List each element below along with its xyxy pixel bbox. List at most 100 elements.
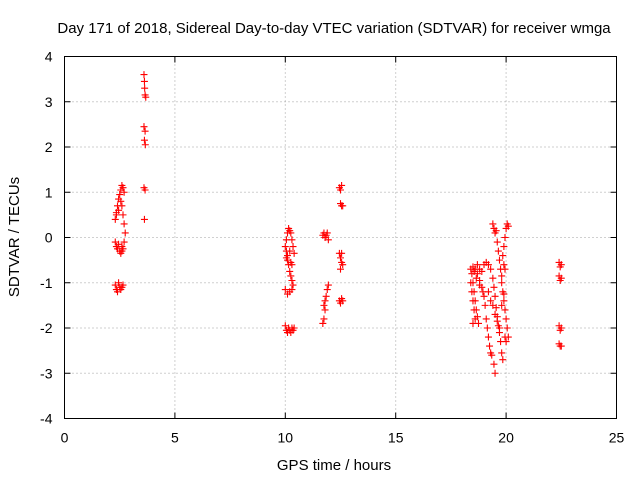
- data-point: [490, 283, 498, 291]
- data-point: [488, 351, 496, 359]
- data-point: [501, 234, 509, 241]
- data-point: [471, 315, 479, 323]
- data-point: [281, 286, 289, 294]
- data-point: [469, 263, 477, 271]
- data-point: [478, 267, 486, 275]
- data-point: [281, 243, 289, 251]
- data-point: [323, 229, 331, 237]
- y-tick-label: -2: [40, 320, 53, 336]
- data-point: [498, 272, 506, 280]
- data-point: [286, 267, 294, 275]
- data-point: [557, 261, 565, 269]
- data-point: [140, 215, 148, 223]
- data-point: [489, 220, 497, 228]
- data-point: [480, 292, 488, 300]
- data-point: [469, 319, 477, 327]
- data-point: [498, 279, 506, 287]
- data-point: [140, 123, 148, 131]
- x-tick-label: 20: [498, 430, 514, 446]
- data-point: [337, 254, 344, 262]
- data-point: [502, 315, 510, 323]
- data-point: [287, 272, 295, 280]
- data-point: [141, 84, 149, 92]
- data-point: [284, 252, 292, 260]
- data-point: [473, 261, 481, 269]
- data-point: [337, 265, 344, 273]
- data-point: [501, 265, 509, 273]
- data-point: [117, 249, 125, 257]
- data-points: [111, 71, 565, 377]
- data-point: [115, 279, 123, 287]
- data-point: [289, 281, 297, 289]
- data-point: [338, 249, 346, 257]
- data-point: [483, 324, 491, 332]
- data-point: [140, 77, 148, 85]
- data-point: [472, 274, 480, 282]
- data-point: [493, 317, 501, 325]
- data-point: [469, 297, 477, 305]
- data-point: [479, 288, 487, 296]
- data-point: [119, 281, 127, 289]
- data-point: [324, 236, 332, 244]
- data-point: [500, 290, 508, 298]
- data-point: [486, 342, 494, 350]
- data-point: [557, 324, 565, 332]
- data-point: [501, 306, 509, 314]
- data-point: [499, 252, 507, 260]
- data-point: [140, 136, 148, 144]
- x-tick-label: 15: [388, 430, 404, 446]
- y-tick-label: -1: [40, 275, 53, 291]
- data-point: [142, 93, 150, 101]
- y-tick-label: 2: [45, 139, 53, 155]
- data-point: [491, 369, 499, 377]
- data-point: [288, 276, 296, 284]
- data-point: [289, 243, 297, 251]
- data-point: [490, 360, 498, 368]
- data-point: [287, 229, 295, 237]
- data-point: [320, 301, 328, 309]
- y-tick-label: -4: [40, 411, 53, 427]
- data-point: [495, 256, 503, 264]
- data-point: [557, 342, 565, 350]
- data-point: [495, 324, 503, 332]
- data-point: [487, 297, 495, 305]
- data-point: [501, 333, 509, 341]
- data-point: [112, 211, 120, 219]
- data-point: [324, 281, 332, 289]
- data-point: [117, 197, 125, 205]
- data-point: [323, 286, 331, 294]
- data-point: [498, 301, 506, 309]
- data-point: [493, 238, 501, 246]
- data-point: [498, 349, 506, 357]
- data-point: [141, 141, 149, 149]
- data-point: [321, 306, 329, 314]
- data-point: [338, 181, 346, 189]
- x-tick-label: 10: [278, 430, 294, 446]
- data-point: [118, 202, 126, 210]
- grid: [64, 56, 617, 419]
- data-point: [120, 238, 128, 246]
- x-tick-label: 5: [171, 430, 179, 446]
- data-point: [288, 261, 296, 269]
- data-point: [319, 319, 327, 327]
- data-point: [489, 301, 497, 309]
- y-tick-label: 3: [45, 94, 53, 110]
- y-tick-label: 4: [45, 49, 53, 65]
- data-point: [141, 186, 149, 194]
- data-point: [494, 247, 502, 255]
- y-tick-label: 1: [45, 184, 53, 200]
- y-tick-label: -3: [40, 365, 53, 381]
- data-point: [470, 267, 478, 275]
- x-axis-label: GPS time / hours: [277, 457, 391, 474]
- data-point: [111, 215, 119, 223]
- data-point: [321, 297, 329, 305]
- data-point: [557, 274, 565, 282]
- data-point: [339, 297, 347, 305]
- data-point: [491, 310, 499, 318]
- data-point: [467, 279, 475, 287]
- data-point: [284, 290, 292, 298]
- data-point: [120, 220, 128, 228]
- data-point: [482, 315, 490, 323]
